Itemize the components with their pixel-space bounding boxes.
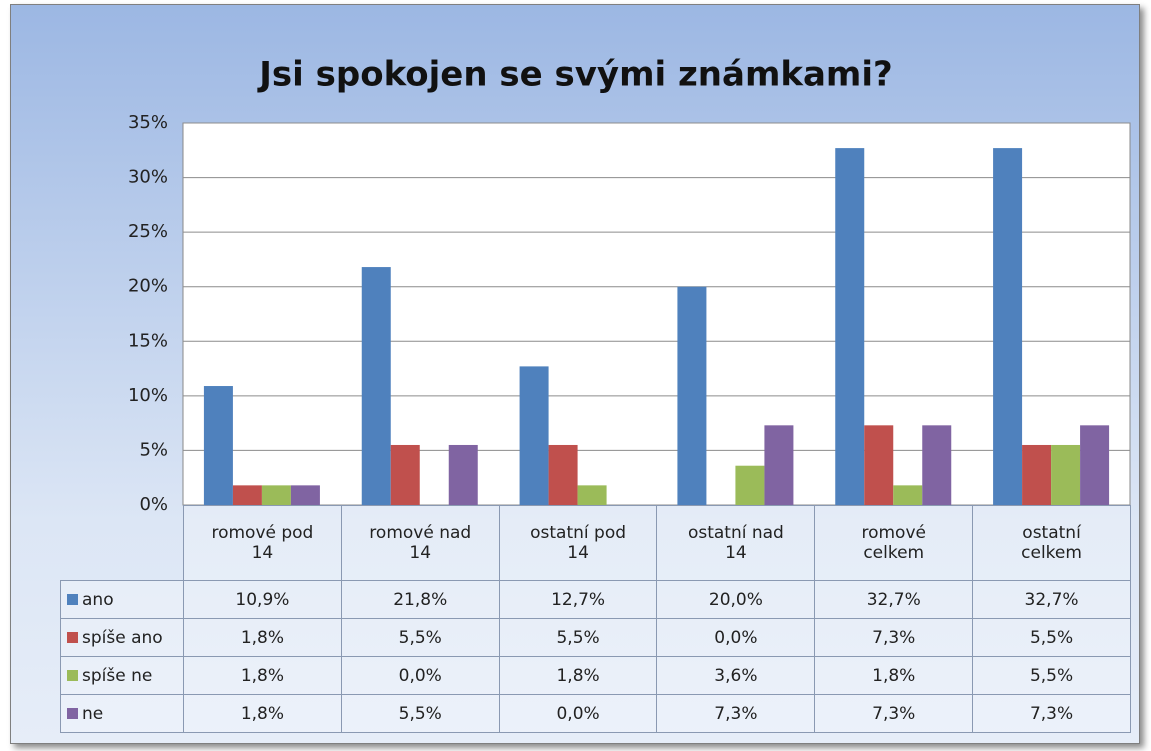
data-label: 5,5%: [972, 656, 1131, 695]
bar: [232, 485, 262, 505]
y-tick-label: 10%: [128, 385, 168, 406]
bar: [893, 485, 923, 505]
bar: [764, 425, 794, 505]
data-label: 5,5%: [498, 618, 658, 657]
y-tick-label: 35%: [128, 112, 168, 133]
legend-swatch: [67, 631, 78, 643]
y-tick-label: 20%: [128, 276, 168, 297]
data-label: 0,0%: [340, 656, 500, 695]
x-tick-label: ostatní celkem: [972, 505, 1131, 581]
data-label: 5,5%: [972, 618, 1131, 657]
legend-cell: spíše ne: [60, 656, 184, 695]
data-table: romové pod 14 romové nad 14 ostatní pod 14…: [60, 505, 1131, 733]
legend-swatch: [67, 669, 78, 681]
legend-swatch: [67, 707, 78, 719]
plot-area: [182, 122, 1131, 506]
bar: [922, 425, 952, 505]
bar: [261, 485, 291, 505]
x-tick-label: romové celkem: [814, 505, 974, 581]
legend-swatch: [67, 593, 78, 605]
legend-label: ano: [82, 589, 114, 610]
data-label: 20,0%: [656, 580, 816, 619]
data-label: 1,8%: [183, 618, 342, 657]
data-label: 0,0%: [656, 618, 816, 657]
x-tick-label: ostatní nad 14: [656, 505, 816, 581]
legend-label: spíše ano: [82, 627, 163, 648]
data-label: 0,0%: [498, 694, 658, 733]
bar: [993, 148, 1023, 506]
bar: [203, 386, 233, 505]
data-label: 32,7%: [972, 580, 1131, 619]
data-label: 32,7%: [814, 580, 974, 619]
x-tick-label: romové nad 14: [340, 505, 500, 581]
x-tick-label: romové pod 14: [183, 505, 342, 581]
data-label: 7,3%: [814, 694, 974, 733]
data-label: 1,8%: [814, 656, 974, 695]
bar: [735, 465, 765, 505]
legend-label: ne: [82, 703, 104, 724]
bar: [519, 366, 549, 505]
data-label: 5,5%: [340, 694, 500, 733]
bar: [548, 444, 578, 505]
data-label: 1,8%: [183, 694, 342, 733]
bar: [1022, 444, 1052, 505]
data-label: 1,8%: [498, 656, 658, 695]
legend-cell: spíše ano: [60, 618, 184, 657]
data-label: 1,8%: [183, 656, 342, 695]
bar: [577, 485, 607, 505]
data-label: 7,3%: [972, 694, 1131, 733]
data-label: 5,5%: [340, 618, 500, 657]
y-tick-label: 15%: [128, 330, 168, 351]
data-label: 10,9%: [183, 580, 342, 619]
bar: [1080, 425, 1110, 505]
y-tick-label: 25%: [128, 221, 168, 242]
bar: [1051, 444, 1081, 505]
y-tick-label: 30%: [128, 167, 168, 188]
chart-title: Jsi spokojen se svými známkami?: [257, 55, 892, 95]
bar: [448, 444, 478, 505]
x-tick-label: ostatní pod 14: [498, 505, 658, 581]
bar: [677, 286, 707, 505]
legend-cell: ano: [60, 580, 184, 619]
bar: [290, 485, 320, 505]
bar: [835, 148, 865, 506]
data-label: 7,3%: [656, 694, 816, 733]
data-label: 3,6%: [656, 656, 816, 695]
data-label: 21,8%: [340, 580, 500, 619]
data-label: 12,7%: [498, 580, 658, 619]
blank-cell: [60, 505, 184, 581]
y-tick-label: 5%: [139, 439, 168, 460]
legend-label: spíše ne: [82, 665, 153, 686]
data-label: 7,3%: [814, 618, 974, 657]
bar: [361, 267, 391, 505]
bar: [864, 425, 894, 505]
bar: [390, 444, 420, 505]
legend-cell: ne: [60, 694, 184, 733]
